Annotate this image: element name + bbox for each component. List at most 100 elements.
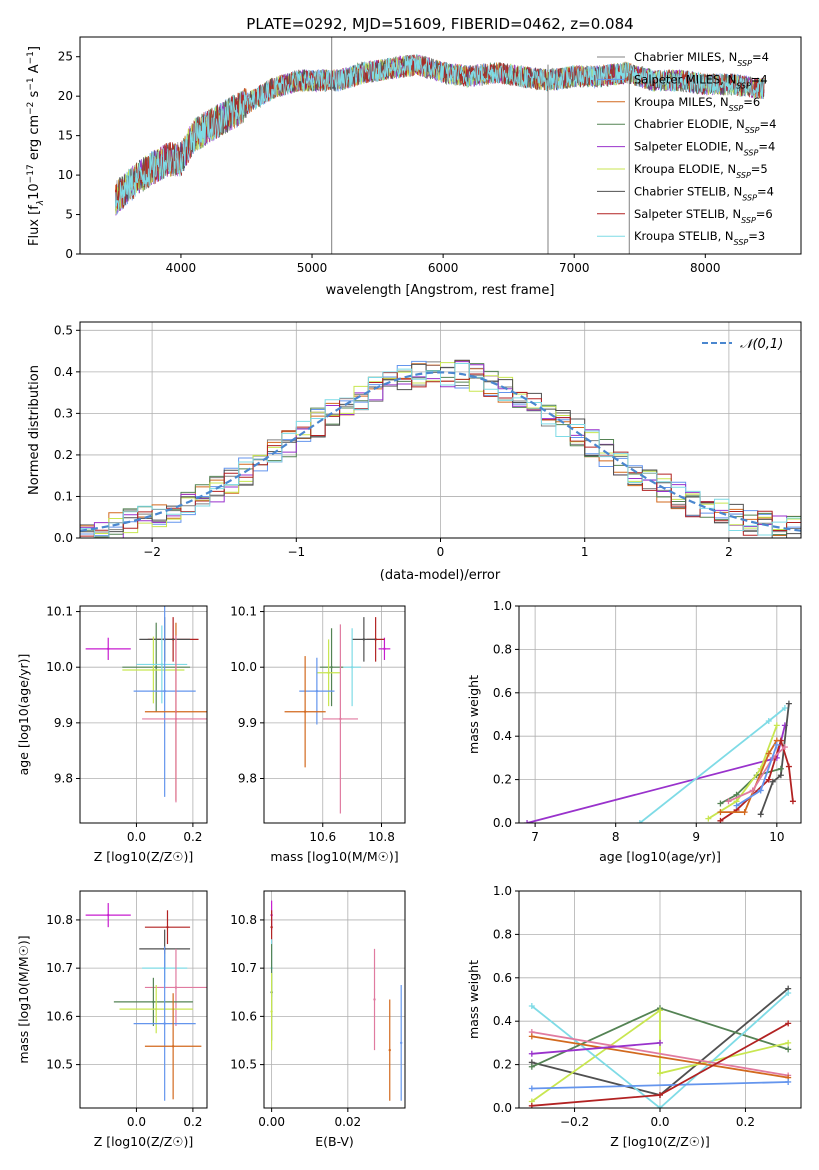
data-point <box>399 1041 403 1045</box>
spectrum-ylabel-part: 10 <box>27 183 42 200</box>
legend-entry-tail: =4 <box>752 50 769 64</box>
legend-entry-text: Chabrier STELIB, N <box>634 184 742 198</box>
legend-entry-tail: =6 <box>756 207 773 221</box>
data-point <box>174 986 178 989</box>
ytick-label: 10.8 <box>46 913 73 927</box>
spectrum-xtick-label: 5000 <box>297 261 328 275</box>
data-point <box>152 668 155 672</box>
y-axis-label: mass weight <box>466 675 481 754</box>
xtick-label: 0.0 <box>127 830 146 844</box>
legend-entry-text: Kroupa ELODIE, N <box>634 162 736 176</box>
ytick-label: 10.6 <box>230 1009 257 1023</box>
panel-frame <box>79 890 208 1109</box>
legend-entry-tail: =6 <box>743 95 760 109</box>
legend-entry-sub: SSP <box>736 81 751 90</box>
massweight-vs-age-panel: 7 8 9 10 0.0 0.2 0.4 0.6 0.8 1.0 age [log10(age/yr… <box>466 599 802 864</box>
weight-marker <box>785 763 792 770</box>
weight-line <box>759 703 790 815</box>
legend-entry-sub: SSP <box>736 171 751 180</box>
legend-entry: Chabrier ELODIE, NSSP=4 <box>634 117 776 135</box>
x-axis-label: Z [log10(Z/Z☉)] <box>610 1134 710 1149</box>
weight-marker <box>773 741 780 748</box>
y-axis-label: mass [log10(M/M☉)] <box>16 935 31 1063</box>
weight-marker <box>657 1091 663 1098</box>
weight-marker <box>528 1063 535 1070</box>
residuals-panel: −2 −1 0 1 2 0.0 0.1 0.2 0.3 0.4 0.5 (data-model)/e… <box>27 321 802 583</box>
spectrum-lines <box>115 37 765 254</box>
legend-entry-tail: =4 <box>757 184 774 198</box>
data-point <box>152 1000 155 1004</box>
legend-entry-tail: =4 <box>758 140 775 154</box>
data-point <box>270 1010 273 1013</box>
spectrum-ylabel-part: Flux [f <box>27 205 42 246</box>
weight-marker <box>765 750 772 757</box>
normal-curve <box>80 371 801 532</box>
legend-entry-text: Kroupa MILES, N <box>634 95 729 109</box>
panel-marks <box>85 903 207 1101</box>
spectrum-ylabel-part: s <box>27 90 42 101</box>
data-point <box>155 666 158 669</box>
panel-marks <box>270 900 403 1101</box>
legend-entry-sub: SSP <box>729 103 744 112</box>
data-point <box>388 1048 391 1052</box>
data-point <box>163 1022 166 1025</box>
xtick-label: 0.0 <box>650 1115 669 1129</box>
weight-marker <box>765 776 772 783</box>
panel-marks <box>524 700 796 823</box>
data-point <box>163 689 166 693</box>
data-point <box>362 638 366 641</box>
spectrum-ylabel-part: erg cm <box>27 115 42 164</box>
ytick-label: 9.8 <box>238 771 257 785</box>
weight-marker <box>528 1050 535 1057</box>
xtick-label: 0.00 <box>258 1115 285 1129</box>
residuals-lines <box>80 359 801 538</box>
panel-marks <box>528 985 792 1108</box>
spectrum-frame <box>79 36 802 255</box>
data-point <box>315 689 319 693</box>
ytick-label: 0.8 <box>493 642 512 656</box>
weight-marker <box>789 798 796 805</box>
ytick-label: 0.2 <box>493 773 512 787</box>
data-point <box>327 671 330 674</box>
residuals-xtick-label: 1 <box>581 545 589 559</box>
ytick-label: 10.7 <box>230 961 257 975</box>
residuals-ylabel: Normed distribution <box>27 365 42 495</box>
spectrum-title: PLATE=0292, MJD=51609, FIBERID=0462, z=0… <box>246 15 633 33</box>
weight-line <box>728 746 786 803</box>
weight-marker <box>785 700 792 707</box>
weight-marker <box>749 787 756 794</box>
data-point <box>160 663 164 666</box>
mass-vs-ebv-panel: 0.00 0.02 10.5 10.6 10.7 10.8 E(B-V) <box>230 890 406 1149</box>
normal-legend-label: 𝒩(0,1) <box>740 337 783 352</box>
weight-line <box>531 1035 789 1079</box>
legend-entry-text: Salpeter STELIB, N <box>634 207 741 221</box>
ytick-label: 0.4 <box>493 729 512 743</box>
weight-marker <box>757 787 764 794</box>
spectrum-panel: PLATE=0292, MJD=51609, FIBERID=0462, z=0… <box>26 15 802 298</box>
legend-entry-tail: =4 <box>760 117 777 131</box>
weight-marker <box>785 1039 792 1046</box>
legend-entry: Salpeter STELIB, NSSP=6 <box>634 207 773 225</box>
ytick-label: 10.5 <box>230 1058 257 1072</box>
weight-marker <box>657 1105 663 1108</box>
weight-marker <box>528 1085 535 1092</box>
ytick-label: 10.7 <box>46 961 73 975</box>
panel-frame <box>79 605 208 824</box>
ytick-label: 10.8 <box>230 913 257 927</box>
residuals-xlabel: (data-model)/error <box>380 568 501 583</box>
ytick-label: 9.9 <box>238 716 257 730</box>
xtick-label: 0.2 <box>183 1115 202 1129</box>
x-axis-label: age [log10(age/yr)] <box>599 849 721 864</box>
ytick-label: 9.8 <box>54 771 73 785</box>
legend-entry-text: Chabrier ELODIE, N <box>634 117 745 131</box>
weight-marker <box>785 1020 792 1027</box>
residual-histogram <box>80 362 801 538</box>
spectrum-ytick-label: 25 <box>58 50 73 64</box>
ytick-label: 10.0 <box>230 660 257 674</box>
spectrum-ylabel-part: A <box>27 64 42 77</box>
data-point <box>303 710 307 713</box>
residuals-xtick-label: −1 <box>287 545 305 559</box>
weight-marker <box>717 809 724 816</box>
panel-marks <box>284 617 391 814</box>
weight-marker <box>777 765 784 772</box>
